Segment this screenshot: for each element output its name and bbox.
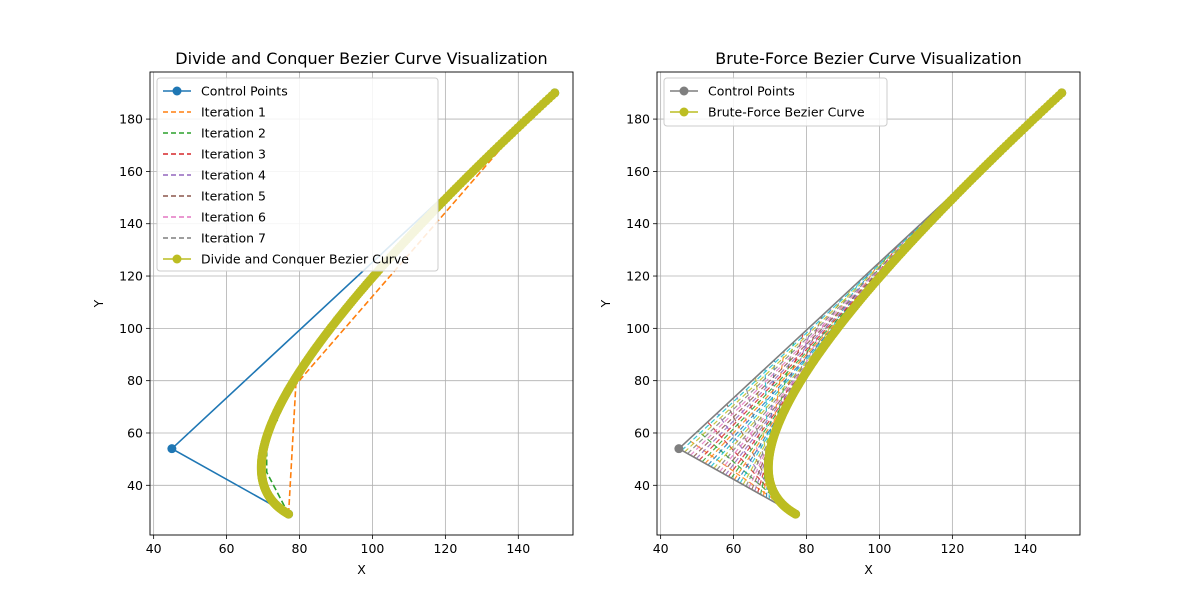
legend-label: Control Points [708, 84, 795, 99]
legend-swatch-marker [172, 86, 182, 96]
x-tick-label: 140 [506, 541, 530, 556]
legend-label: Iteration 7 [201, 231, 266, 246]
chart-title: Brute-Force Bezier Curve Visualization [715, 49, 1021, 68]
legend-swatch-marker [679, 86, 689, 96]
y-tick-label: 80 [634, 373, 650, 388]
legend-label: Iteration 5 [201, 189, 266, 204]
construction-line [722, 225, 919, 474]
y-tick-label: 140 [626, 216, 650, 231]
axes-frame [149, 71, 574, 536]
y-tick-label: 120 [626, 269, 650, 284]
control-point-marker [167, 444, 177, 454]
x-tick-label: 80 [292, 541, 308, 556]
x-tick-label: 140 [1013, 541, 1037, 556]
legend-label: Iteration 1 [201, 105, 266, 120]
y-tick-label: 140 [119, 216, 143, 231]
legend-label: Iteration 6 [201, 210, 266, 225]
x-tick-label: 120 [433, 541, 457, 556]
x-tick-label: 100 [868, 541, 892, 556]
y-tick-label: 100 [119, 321, 143, 336]
y-tick-label: 100 [626, 321, 650, 336]
legend-swatch-marker [172, 254, 182, 264]
y-tick-label: 60 [634, 425, 650, 440]
construction-line [695, 145, 1005, 459]
legend-box [663, 77, 888, 127]
y-tick-label: 40 [634, 478, 650, 493]
y-tick-label: 40 [127, 478, 143, 493]
x-tick-label: 40 [146, 541, 162, 556]
construction-line [681, 101, 1053, 451]
chart-title: Divide and Conquer Bezier Curve Visualiz… [175, 49, 547, 68]
axes-frame [656, 71, 1081, 536]
control-point-marker [674, 444, 684, 454]
plot-area [674, 88, 1067, 519]
y-tick-label: 180 [626, 112, 650, 127]
y-tick-label: 80 [127, 373, 143, 388]
legend-label: Iteration 3 [201, 147, 266, 162]
y-axis-label: Y [91, 299, 106, 308]
y-tick-label: 60 [127, 425, 143, 440]
legend-box [156, 77, 439, 272]
x-axis-label: X [357, 562, 366, 577]
legend-label: Iteration 4 [201, 168, 266, 183]
x-tick-label: 40 [653, 541, 669, 556]
construction-line [688, 439, 793, 513]
x-tick-label: 60 [219, 541, 235, 556]
y-tick-label: 120 [119, 269, 143, 284]
construction-line [765, 359, 776, 498]
bezier-curve-marker [1057, 88, 1067, 98]
x-tick-label: 120 [940, 541, 964, 556]
x-tick-label: 80 [799, 541, 815, 556]
y-tick-label: 160 [626, 164, 650, 179]
y-tick-label: 180 [119, 112, 143, 127]
x-axis-label: X [864, 562, 873, 577]
legend-label: Iteration 2 [201, 126, 266, 141]
legend: Control Points Iteration 1 Iteration 2 Iter… [156, 77, 439, 272]
divide-and-conquer-chart: 40 60 80 100 120 140 40 60 80 100 120 140 160 180 Divi… [91, 49, 574, 577]
x-tick-label: 100 [361, 541, 385, 556]
legend-label: Divide and Conquer Bezier Curve [201, 252, 409, 267]
bezier-curve-marker [550, 88, 560, 98]
legend-label: Control Points [201, 84, 288, 99]
construction-line [701, 163, 986, 463]
brute-force-chart: 40 60 80 100 120 140 40 60 80 100 120 140 160 180 Brut… [598, 49, 1081, 577]
legend: Control Points Brute-Force Bezier Curve [663, 77, 888, 127]
x-tick-label: 60 [726, 541, 742, 556]
y-axis-label: Y [598, 299, 613, 308]
y-tick-label: 160 [119, 164, 143, 179]
legend-label: Brute-Force Bezier Curve [708, 105, 865, 120]
legend-swatch-marker [679, 107, 689, 117]
